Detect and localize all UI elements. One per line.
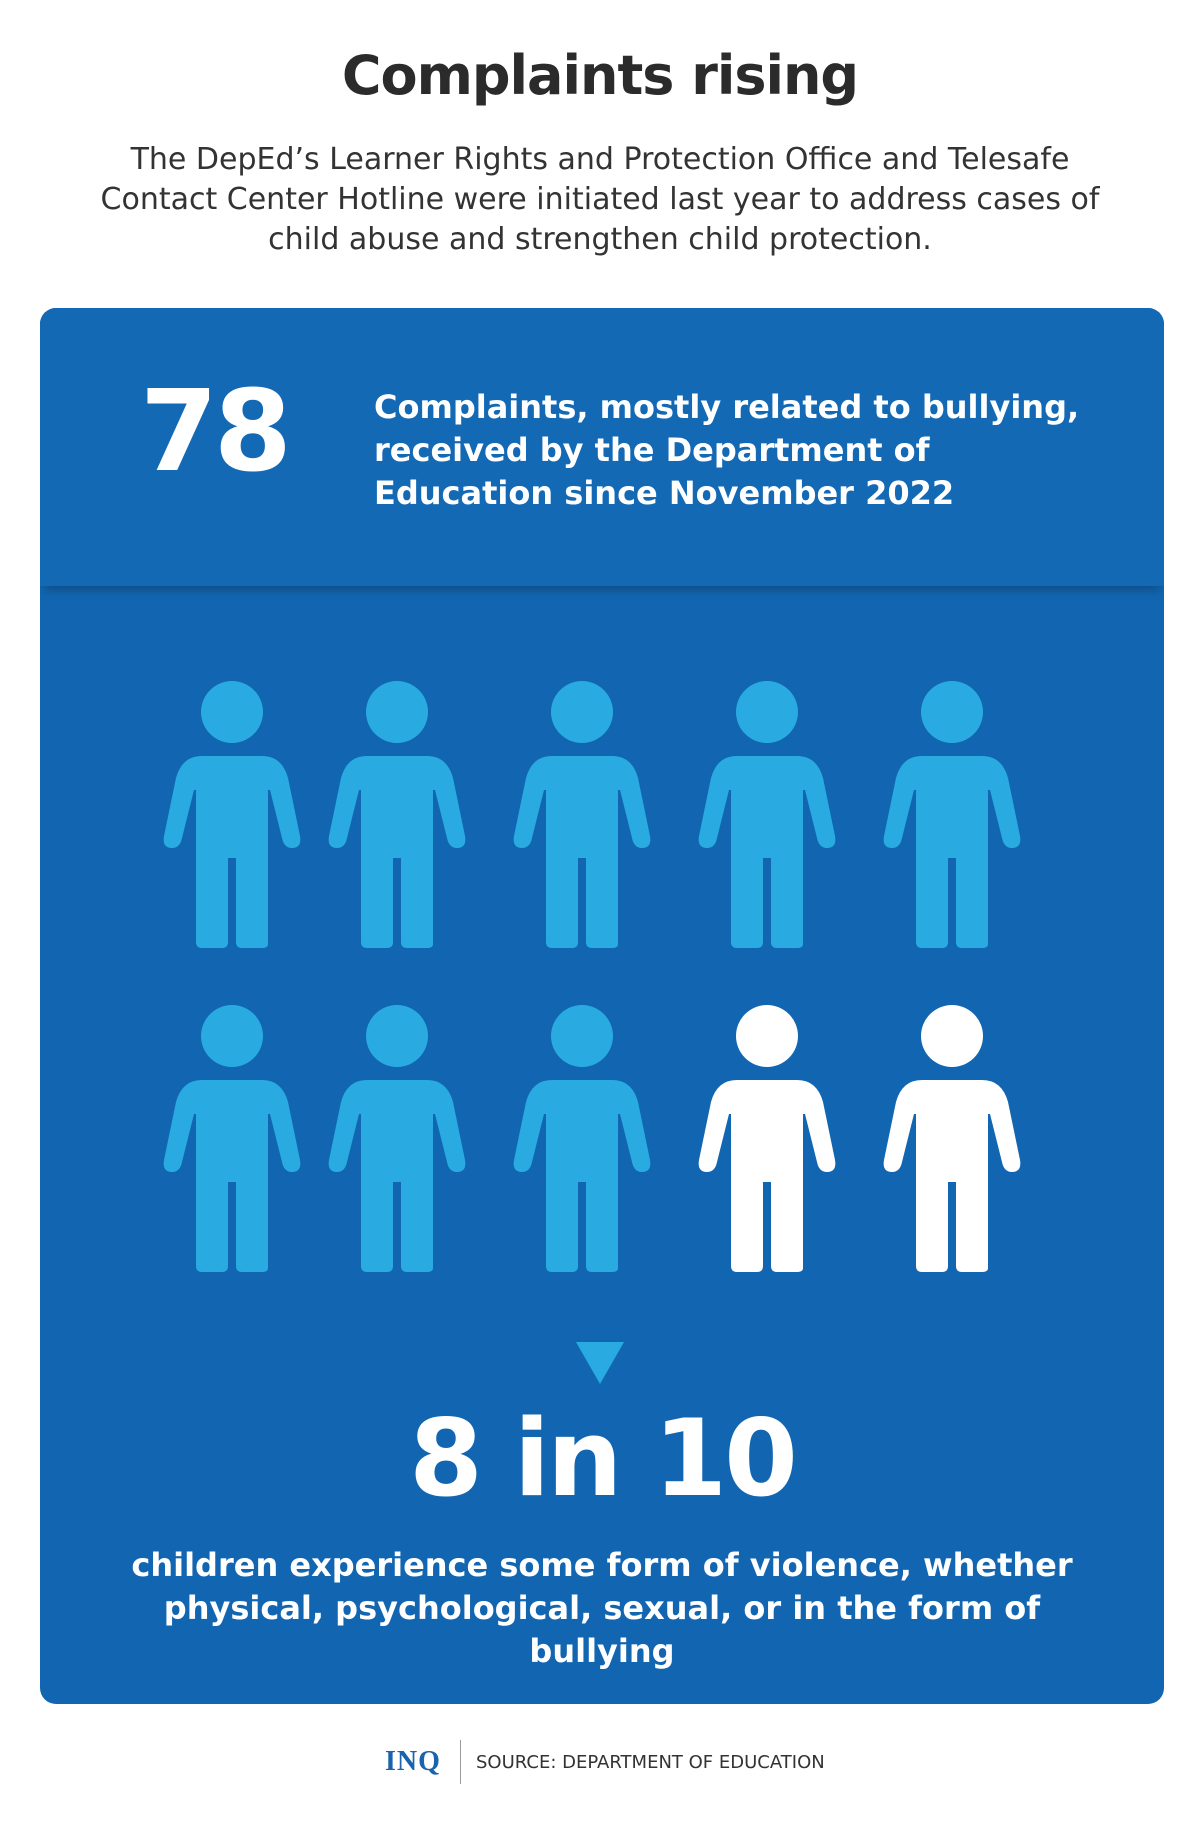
child-figure-icon bbox=[882, 678, 1022, 948]
child-figure-icon bbox=[697, 1002, 837, 1272]
complaints-description: Complaints, mostly related to bullying, … bbox=[374, 388, 1080, 512]
footer: INQ SOURCE: DEPARTMENT OF EDUCATION bbox=[0, 1740, 1200, 1784]
child-figure-icon bbox=[162, 1002, 302, 1272]
violence-ratio: 8 in 10 bbox=[409, 1397, 798, 1520]
arrow-down-icon bbox=[576, 1342, 624, 1384]
child-figure-icon bbox=[512, 678, 652, 948]
violence-description: children experience some form of violenc… bbox=[131, 1546, 1073, 1670]
complaints-section: 78 Complaints, mostly related to bullyin… bbox=[40, 308, 1164, 586]
page-title: Complaints rising bbox=[341, 44, 859, 107]
intro-text: The DepEd’s Learner Rights and Protectio… bbox=[100, 142, 1100, 257]
child-figure-icon bbox=[697, 678, 837, 948]
inq-logo: INQ bbox=[385, 1746, 441, 1777]
child-figure-icon bbox=[882, 1002, 1022, 1272]
source-credit: SOURCE: DEPARTMENT OF EDUCATION bbox=[476, 1752, 825, 1773]
child-figure-icon bbox=[512, 1002, 652, 1272]
complaints-count: 78 bbox=[140, 367, 292, 497]
child-figure-icon bbox=[327, 1002, 467, 1272]
footer-divider bbox=[460, 1740, 461, 1784]
infographic-panel: 78 Complaints, mostly related to bullyin… bbox=[40, 308, 1164, 1704]
child-figure-icon bbox=[162, 678, 302, 948]
child-pictogram bbox=[40, 678, 1164, 1278]
child-figure-icon bbox=[327, 678, 467, 948]
